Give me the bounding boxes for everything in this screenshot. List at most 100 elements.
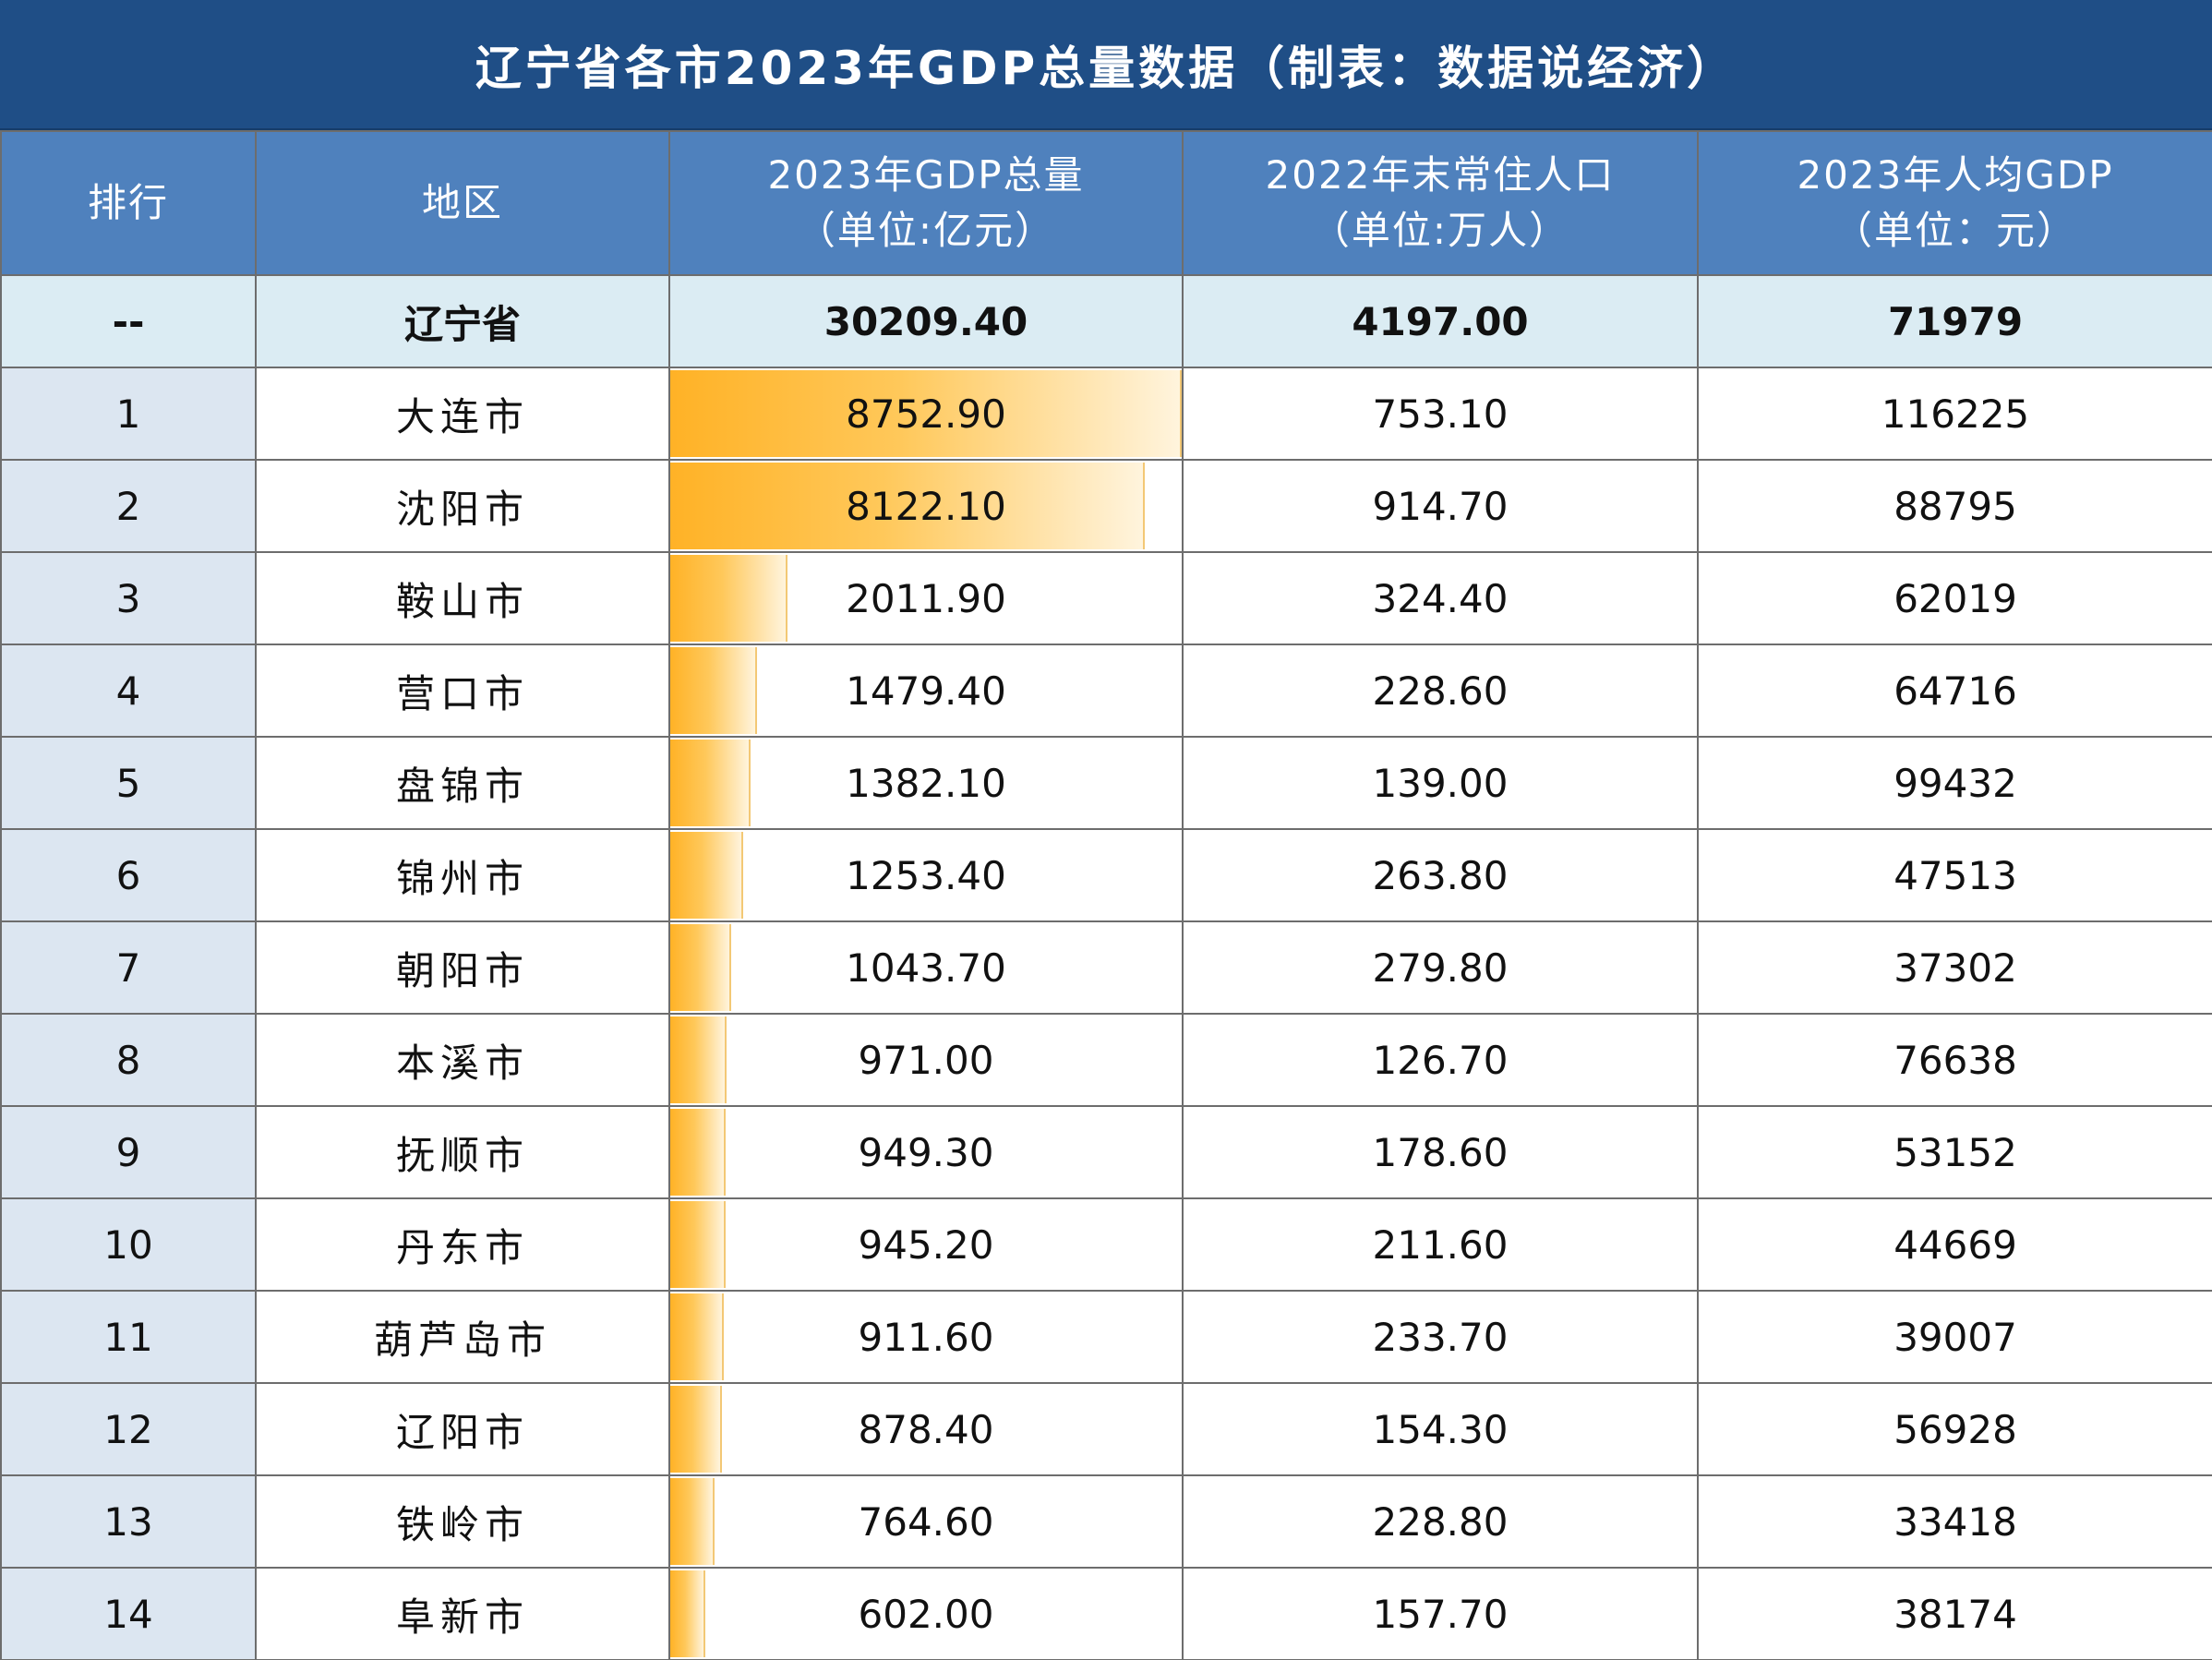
province-per-capita: 71979 — [1697, 274, 2212, 368]
row-gdp: 971.00 — [668, 1013, 1184, 1107]
row-region: 大连市 — [255, 367, 670, 461]
province-gdp: 30209.40 — [668, 274, 1184, 368]
row-rank: 12 — [0, 1382, 257, 1476]
row-gdp-text: 1479.40 — [846, 668, 1006, 714]
row-per-capita-text: 64716 — [1893, 668, 2017, 714]
row-gdp-text: 1043.70 — [846, 944, 1006, 991]
row-population-text: 279.80 — [1372, 944, 1509, 991]
row-population-text: 154.30 — [1372, 1406, 1509, 1452]
row-region-text: 大连市 — [395, 393, 529, 439]
row-per-capita: 33418 — [1697, 1474, 2212, 1569]
row-per-capita: 37302 — [1697, 920, 2212, 1015]
row-population: 914.70 — [1182, 459, 1699, 553]
header-per-capita-title: 2023年人均GDP — [1797, 152, 2114, 198]
gdp-data-bar — [671, 740, 751, 826]
table-title: 辽宁省各市2023年GDP总量数据（制表：数据说经济） — [0, 0, 2212, 130]
table-row: 14 阜新市 602.00 157.70 38174 — [0, 1567, 2212, 1660]
header-per-capita: 2023年人均GDP （单位：元） — [1697, 130, 2212, 276]
header-per-capita-unit: （单位：元） — [1833, 208, 2077, 253]
gdp-data-bar — [671, 832, 744, 919]
row-gdp: 8122.10 — [668, 459, 1184, 553]
row-gdp: 878.40 — [668, 1382, 1184, 1476]
row-rank-text: 1 — [115, 391, 141, 437]
header-population: 2022年末常住人口 （单位:万人） — [1182, 130, 1699, 276]
row-gdp-text: 945.20 — [858, 1221, 994, 1268]
row-region-text: 抚顺市 — [395, 1132, 529, 1178]
row-gdp-text: 878.40 — [858, 1406, 994, 1452]
row-rank: 14 — [0, 1567, 257, 1660]
row-region: 丹东市 — [255, 1197, 670, 1292]
row-rank-text: 14 — [103, 1591, 153, 1637]
province-population: 4197.00 — [1182, 274, 1699, 368]
row-rank-text: 6 — [115, 852, 141, 898]
row-rank: 3 — [0, 551, 257, 645]
row-region: 本溪市 — [255, 1013, 670, 1107]
row-region-text: 沈阳市 — [395, 486, 529, 532]
header-rank: 排行 — [0, 130, 257, 276]
header-population-title: 2022年末常住人口 — [1265, 152, 1616, 198]
row-gdp: 2011.90 — [668, 551, 1184, 645]
row-rank: 5 — [0, 736, 257, 830]
row-per-capita: 99432 — [1697, 736, 2212, 830]
table-row: 13 铁岭市 764.60 228.80 33418 — [0, 1474, 2212, 1569]
row-region-text: 葫芦岛市 — [373, 1317, 551, 1363]
row-per-capita: 53152 — [1697, 1105, 2212, 1199]
table-row: 3 鞍山市 2011.90 324.40 62019 — [0, 551, 2212, 645]
row-population: 279.80 — [1182, 920, 1699, 1015]
row-population: 157.70 — [1182, 1567, 1699, 1660]
row-gdp: 945.20 — [668, 1197, 1184, 1292]
row-rank: 7 — [0, 920, 257, 1015]
row-population: 263.80 — [1182, 828, 1699, 922]
table-row: 8 本溪市 971.00 126.70 76638 — [0, 1013, 2212, 1107]
row-rank: 10 — [0, 1197, 257, 1292]
table-row: 2 沈阳市 8122.10 914.70 88795 — [0, 459, 2212, 553]
row-region: 鞍山市 — [255, 551, 670, 645]
row-rank-text: 13 — [103, 1498, 153, 1545]
row-rank-text: 9 — [115, 1129, 141, 1175]
row-rank-text: 5 — [115, 760, 141, 806]
row-gdp: 1043.70 — [668, 920, 1184, 1015]
row-rank: 4 — [0, 644, 257, 738]
gdp-data-bar — [671, 1570, 706, 1657]
gdp-data-bar — [671, 647, 757, 734]
row-region-text: 辽阳市 — [395, 1409, 529, 1455]
row-rank: 11 — [0, 1290, 257, 1384]
row-population: 211.60 — [1182, 1197, 1699, 1292]
row-per-capita: 38174 — [1697, 1567, 2212, 1660]
row-rank-text: 4 — [115, 668, 141, 714]
row-population: 228.60 — [1182, 644, 1699, 738]
row-gdp: 949.30 — [668, 1105, 1184, 1199]
row-per-capita: 62019 — [1697, 551, 2212, 645]
row-gdp: 911.60 — [668, 1290, 1184, 1384]
row-population-text: 263.80 — [1372, 852, 1509, 898]
row-gdp: 8752.90 — [668, 367, 1184, 461]
row-region: 锦州市 — [255, 828, 670, 922]
row-region: 抚顺市 — [255, 1105, 670, 1199]
row-region: 盘锦市 — [255, 736, 670, 830]
gdp-data-bar — [671, 1478, 715, 1565]
row-region-text: 本溪市 — [395, 1040, 529, 1086]
row-per-capita: 39007 — [1697, 1290, 2212, 1384]
row-population: 324.40 — [1182, 551, 1699, 645]
row-gdp-text: 8752.90 — [846, 391, 1006, 437]
row-region-text: 营口市 — [395, 670, 529, 716]
gdp-table: 排行 地区 2023年GDP总量 （单位:亿元） 2022年末常住人口 （单位:… — [0, 130, 2212, 1660]
table-row: 12 辽阳市 878.40 154.30 56928 — [0, 1382, 2212, 1476]
row-population: 753.10 — [1182, 367, 1699, 461]
row-per-capita-text: 39007 — [1893, 1314, 2017, 1360]
row-population-text: 178.60 — [1372, 1129, 1509, 1175]
row-per-capita-text: 38174 — [1893, 1591, 2017, 1637]
row-per-capita: 64716 — [1697, 644, 2212, 738]
gdp-data-bar — [671, 1293, 724, 1380]
table-row: 9 抚顺市 949.30 178.60 53152 — [0, 1105, 2212, 1199]
province-total-row: -- 辽宁省 30209.40 4197.00 71979 — [0, 274, 2212, 368]
table-row: 4 营口市 1479.40 228.60 64716 — [0, 644, 2212, 738]
row-region: 铁岭市 — [255, 1474, 670, 1569]
province-region: 辽宁省 — [255, 274, 670, 368]
row-population-text: 324.40 — [1372, 575, 1509, 621]
row-region: 葫芦岛市 — [255, 1290, 670, 1384]
row-population: 139.00 — [1182, 736, 1699, 830]
row-population-text: 233.70 — [1372, 1314, 1509, 1360]
row-gdp-text: 949.30 — [858, 1129, 994, 1175]
gdp-data-bar — [671, 1201, 726, 1288]
